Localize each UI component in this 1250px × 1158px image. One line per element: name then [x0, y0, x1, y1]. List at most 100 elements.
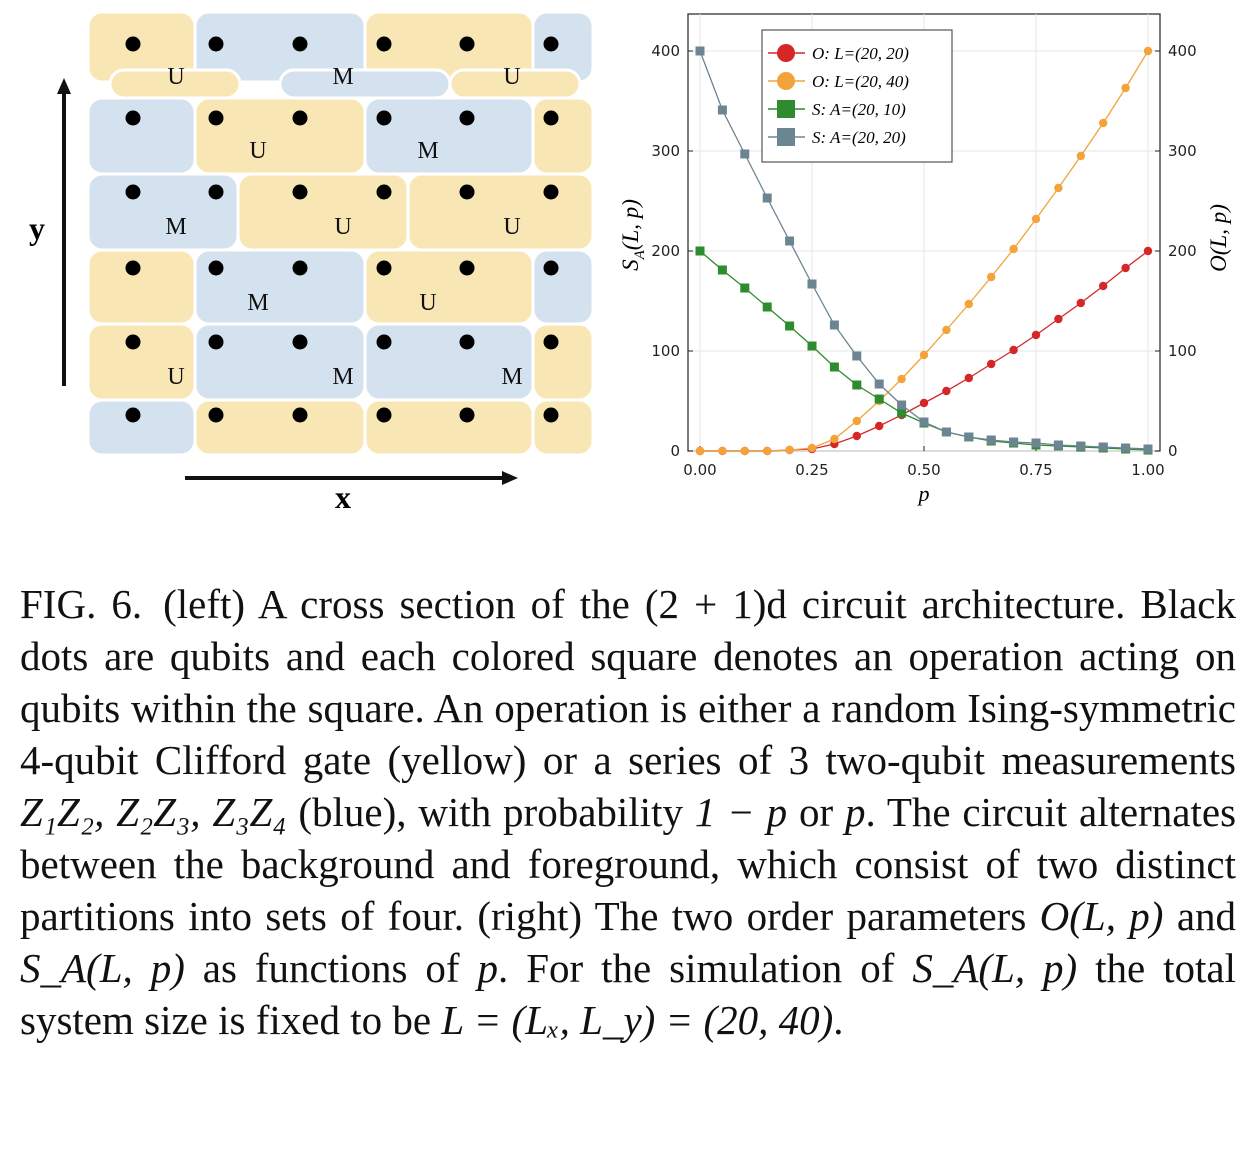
caption-math-size: L = (Lₓ, L_y) = (20, 40): [441, 997, 834, 1043]
data-point: [1053, 440, 1063, 450]
gate-tile: [86, 248, 197, 326]
caption-text-3: (blue), with probability: [286, 789, 695, 835]
gate-tile: [193, 398, 367, 457]
qubit-dot: [292, 334, 308, 350]
gate-tile: [406, 172, 595, 252]
qubit-dot: [543, 36, 559, 52]
qubit-dot: [292, 110, 308, 126]
data-point: [964, 299, 973, 309]
gate-label: M: [332, 64, 353, 90]
data-point: [717, 265, 727, 275]
qubit-dot: [459, 184, 475, 200]
data-point: [740, 149, 750, 159]
gate-labels: U M U U M M U U M U U M M: [165, 64, 522, 390]
y-arrow-head: [57, 78, 71, 94]
y-tick-label-right: 300: [1168, 142, 1197, 160]
qubit-dot: [459, 36, 475, 52]
data-point: [919, 417, 929, 427]
data-point: [897, 374, 906, 384]
x-arrow-head: [502, 471, 518, 485]
data-point: [1098, 442, 1108, 452]
qubit-dot: [459, 110, 475, 126]
legend-label: O: L=(20, 40): [812, 72, 909, 91]
qubit-dots: [125, 36, 559, 423]
data-point: [762, 302, 772, 312]
data-point: [1031, 214, 1041, 224]
gate-tile: [193, 96, 367, 176]
qubit-dot: [208, 36, 224, 52]
gate-tile: [531, 248, 595, 326]
y-tick-label-right: 100: [1168, 342, 1197, 360]
gate-label: M: [417, 138, 438, 164]
caption-math-dimension: (2 + 1)d: [644, 581, 787, 627]
gate-label: M: [501, 364, 522, 390]
data-point: [717, 105, 727, 115]
data-point: [740, 446, 749, 456]
data-point: [1009, 244, 1018, 254]
gate-tiles: [86, 10, 595, 457]
data-point: [852, 380, 862, 390]
chart-legend: O: L=(20, 20) O: L=(20, 40) S: A=(20, 10) S…: [761, 29, 953, 163]
gate-tile: [363, 398, 535, 457]
caption-text-1: (left) A cross section of the: [163, 581, 645, 627]
data-point: [1031, 438, 1041, 448]
gate-tile: [193, 248, 367, 326]
legend-label: O: L=(20, 20): [812, 44, 909, 63]
caption-text-6: and: [1163, 893, 1237, 939]
caption-math-entropy2: S_A(L, p): [912, 945, 1078, 991]
qubit-dot: [459, 260, 475, 276]
data-point: [964, 373, 973, 383]
data-point: [1076, 441, 1086, 451]
legend-marker: [777, 44, 795, 62]
data-point: [1054, 314, 1063, 324]
gate-label: U: [167, 364, 184, 390]
data-point: [762, 193, 772, 203]
data-point: [1143, 246, 1153, 256]
qubit-dot: [208, 260, 224, 276]
figure-caption: FIG. 6. (left) A cross section of the (2…: [20, 578, 1236, 1046]
y-tick-label-left: 0: [670, 442, 680, 460]
data-point: [852, 351, 862, 361]
caption-math-measurements: Z₁Z₂, Z₂Z₃, Z₃Z₄: [20, 789, 287, 835]
gate-label: U: [167, 64, 184, 90]
data-point: [695, 446, 705, 456]
data-point: [941, 427, 951, 437]
qubit-dot: [543, 110, 559, 126]
qubit-dot: [125, 110, 141, 126]
data-point: [763, 446, 772, 456]
x-tick-label: 0.75: [1019, 461, 1052, 479]
svg-text:O(L, p): O(L, p): [1206, 204, 1231, 272]
y-axis-label: y: [29, 210, 45, 246]
qubit-dot: [376, 36, 392, 52]
data-point: [1076, 298, 1085, 308]
data-point: [942, 325, 951, 335]
legend-label: S: A=(20, 10): [812, 100, 906, 119]
data-point: [919, 350, 929, 360]
gate-tile: [86, 96, 197, 176]
qubit-dot: [208, 110, 224, 126]
gate-tile: [278, 68, 452, 100]
y-tick-label-left: 400: [651, 42, 680, 60]
qubit-dot: [125, 36, 141, 52]
x-tick-label: 1.00: [1131, 461, 1164, 479]
legend-marker: [777, 72, 795, 90]
data-point: [785, 236, 795, 246]
qubit-dot: [292, 260, 308, 276]
caption-math-order: O(L, p): [1039, 893, 1164, 939]
data-point: [1143, 46, 1153, 56]
gate-tile: [531, 96, 595, 176]
gate-label: M: [165, 214, 186, 240]
data-point: [718, 446, 727, 456]
gate-label: M: [247, 290, 268, 316]
qubit-dot: [125, 260, 141, 276]
caption-text-8: . For the simulation of: [498, 945, 913, 991]
data-point: [852, 416, 861, 426]
qubit-dot: [376, 334, 392, 350]
data-point: [919, 398, 929, 408]
data-point: [874, 394, 884, 404]
caption-math-prob: 1 − p: [694, 789, 788, 835]
y-tick-label-right: 0: [1168, 442, 1178, 460]
qubit-dot: [376, 110, 392, 126]
qubit-dot: [376, 260, 392, 276]
